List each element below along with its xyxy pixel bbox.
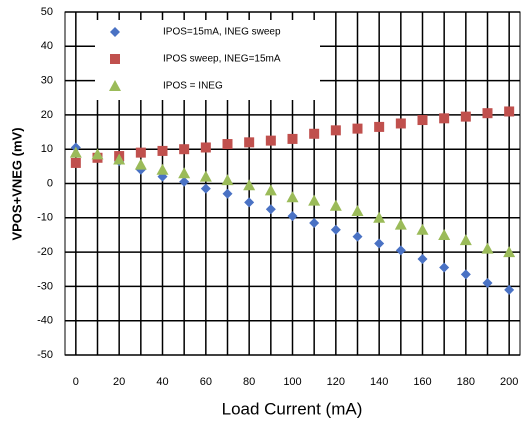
x-tick-label: 160	[413, 376, 431, 388]
square-marker	[395, 118, 406, 129]
y-tick-label: 10	[41, 143, 53, 155]
square-marker	[374, 121, 385, 132]
triangle-marker	[264, 184, 277, 196]
square-marker	[352, 123, 363, 134]
y-tick-label: -40	[37, 315, 53, 327]
y-tick-label: 40	[41, 40, 53, 52]
square-marker	[460, 111, 471, 122]
triangle-marker	[113, 153, 126, 165]
triangle-marker	[394, 218, 407, 230]
legend-label: IPOS = INEG	[163, 81, 223, 92]
diamond-marker	[460, 269, 471, 280]
diamond-marker	[374, 238, 385, 249]
diamond-marker	[179, 176, 190, 187]
triangle-marker	[351, 204, 364, 216]
triangle-marker	[373, 211, 386, 223]
x-tick-label: 100	[283, 376, 301, 388]
triangle-marker	[416, 223, 429, 235]
x-tick-label: 20	[113, 376, 125, 388]
square-marker	[439, 113, 450, 124]
diamond-marker	[309, 217, 320, 228]
triangle-marker	[109, 80, 121, 91]
square-marker	[330, 125, 341, 136]
square-marker	[200, 142, 211, 153]
diamond-marker	[395, 245, 406, 256]
square-marker	[110, 54, 120, 64]
diamond-marker	[504, 284, 515, 295]
diamond-marker	[482, 277, 493, 288]
x-tick-label: 200	[500, 376, 518, 388]
y-tick-label: 30	[41, 75, 53, 87]
triangle-marker	[438, 228, 451, 240]
diamond-marker	[352, 231, 363, 242]
x-tick-label: 0	[73, 376, 79, 388]
triangle-marker	[156, 163, 169, 175]
legend-label: IPOS sweep, INEG=15mA	[163, 54, 281, 65]
square-marker	[287, 133, 298, 144]
y-tick-label: -10	[37, 212, 53, 224]
y-tick-label: 0	[47, 177, 53, 189]
triangle-marker	[286, 191, 299, 203]
square-marker	[135, 147, 146, 158]
diamond-marker	[330, 224, 341, 235]
y-tick-label: -50	[37, 349, 53, 361]
y-tick-label: -30	[37, 280, 53, 292]
x-tick-label: 40	[156, 376, 168, 388]
triangle-marker	[69, 146, 82, 158]
x-tick-label: 80	[243, 376, 255, 388]
triangle-marker	[481, 242, 494, 254]
triangle-marker	[178, 167, 191, 179]
square-marker	[482, 108, 493, 119]
legend-box	[95, 20, 320, 100]
square-marker	[309, 128, 320, 139]
triangle-marker	[134, 158, 147, 170]
diamond-marker	[417, 253, 428, 264]
y-tick-label: -20	[37, 246, 53, 258]
diamond-marker	[265, 204, 276, 215]
x-axis-label: Load Current (mA)	[222, 399, 363, 418]
triangle-marker	[459, 234, 472, 246]
square-marker	[417, 115, 428, 126]
x-tick-label: 60	[200, 376, 212, 388]
square-marker	[70, 157, 81, 168]
y-axis-label: VPOS+VNEG (mV)	[9, 127, 24, 240]
x-tick-label: 180	[457, 376, 475, 388]
triangle-marker	[221, 174, 234, 186]
triangle-marker	[308, 194, 321, 206]
x-tick-label: 120	[327, 376, 345, 388]
square-marker	[222, 139, 233, 150]
square-marker	[244, 137, 255, 148]
square-marker	[265, 135, 276, 146]
triangle-marker	[199, 170, 212, 182]
y-tick-label: 50	[41, 6, 53, 18]
triangle-marker	[91, 148, 104, 160]
square-marker	[504, 106, 515, 117]
diamond-marker	[287, 211, 298, 222]
diamond-marker	[200, 183, 211, 194]
diamond-marker	[244, 197, 255, 208]
x-tick-label: 140	[370, 376, 388, 388]
triangle-marker	[243, 179, 256, 191]
diamond-marker	[110, 27, 120, 37]
triangle-marker	[329, 199, 342, 211]
diamond-marker	[439, 262, 450, 273]
legend-label: IPOS=15mA, INEG sweep	[163, 27, 281, 38]
diamond-marker	[222, 188, 233, 199]
triangle-marker	[503, 246, 516, 258]
square-marker	[179, 144, 190, 155]
square-marker	[157, 145, 168, 156]
y-tick-label: 20	[41, 109, 53, 121]
